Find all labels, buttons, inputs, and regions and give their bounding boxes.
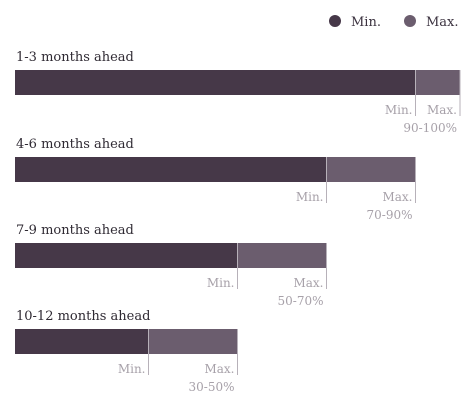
- bar-min-segment: [15, 243, 238, 268]
- range-label: 70-90%: [367, 208, 413, 222]
- bar-group-1: 1-3 months ahead Min. Max. 90-100%: [15, 50, 461, 135]
- bar-max-segment: [415, 70, 460, 95]
- bar-group-3: 7-9 months ahead Min. Max. 50-70%: [15, 223, 327, 308]
- bar-min-segment: [15, 70, 416, 95]
- bar-max-segment: [237, 243, 327, 268]
- range-label: 30-50%: [189, 380, 235, 394]
- legend-min-swatch: [329, 15, 341, 27]
- bar-group-2: 4-6 months ahead Min. Max. 70-90%: [15, 137, 416, 222]
- category-label: 7-9 months ahead: [16, 223, 134, 238]
- min-tick-label: Min.: [118, 362, 146, 376]
- max-tick-label: Max.: [427, 103, 457, 117]
- category-label: 10-12 months ahead: [16, 309, 150, 324]
- legend-max-swatch: [404, 15, 416, 27]
- min-tick-label: Min.: [207, 276, 235, 290]
- bars-area: 1-3 months ahead Min. Max. 90-100% 4-6 month…: [15, 50, 461, 394]
- min-tick-label: Min.: [385, 103, 413, 117]
- legend: Min. Max.: [329, 15, 459, 30]
- legend-min-label: Min.: [351, 15, 381, 30]
- bar-min-segment: [15, 157, 327, 182]
- range-label: 50-70%: [278, 294, 324, 308]
- max-tick-label: Max.: [382, 190, 412, 204]
- bar-min-segment: [15, 329, 149, 354]
- max-tick-label: Max.: [204, 362, 234, 376]
- bar-max-segment: [326, 157, 416, 182]
- min-tick-label: Min.: [296, 190, 324, 204]
- max-tick-label: Max.: [293, 276, 323, 290]
- range-label: 90-100%: [403, 121, 457, 135]
- bar-max-segment: [148, 329, 238, 354]
- legend-max-label: Max.: [426, 15, 459, 30]
- bar-group-4: 10-12 months ahead Min. Max. 30-50%: [15, 309, 238, 394]
- category-label: 1-3 months ahead: [16, 50, 134, 65]
- category-label: 4-6 months ahead: [16, 137, 134, 152]
